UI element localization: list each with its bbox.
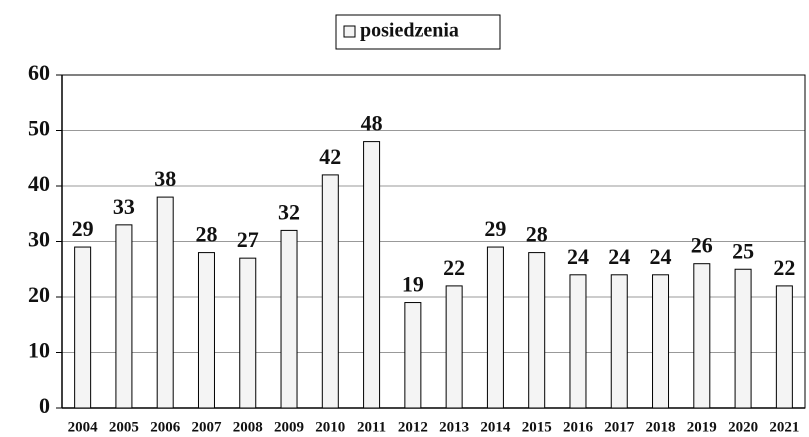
legend-box [335, 14, 501, 50]
y-tick-label: 0 [39, 393, 50, 418]
bar [693, 263, 711, 409]
x-tick-label: 2016 [563, 419, 594, 435]
plot-border [61, 74, 806, 409]
x-tick-label: 2010 [315, 419, 345, 435]
data-label: 29 [484, 216, 506, 241]
legend-swatch [343, 25, 356, 38]
bar [652, 274, 670, 409]
data-label: 27 [237, 227, 259, 252]
data-label: 29 [72, 216, 94, 241]
bar [156, 196, 174, 409]
x-tick-label: 2006 [150, 419, 181, 435]
x-tick-label: 2018 [646, 419, 676, 435]
data-label: 28 [526, 222, 548, 247]
x-tick-label: 2019 [687, 419, 717, 435]
x-tick-label: 2004 [68, 419, 99, 435]
data-label: 32 [278, 199, 300, 224]
data-label: 42 [319, 144, 341, 169]
x-tick-label: 2012 [398, 419, 428, 435]
data-label: 24 [567, 244, 589, 269]
y-tick-label: 40 [28, 171, 50, 196]
bar [610, 274, 628, 409]
bar [239, 257, 257, 409]
x-tick-label: 2007 [191, 419, 222, 435]
x-tick-label: 2021 [769, 419, 799, 435]
data-label: 22 [773, 255, 795, 280]
y-tick-label: 60 [28, 60, 50, 85]
x-tick-label: 2013 [439, 419, 469, 435]
data-label: 33 [113, 194, 135, 219]
data-label: 24 [650, 244, 672, 269]
y-tick-label: 50 [28, 116, 50, 141]
data-label: 38 [154, 166, 176, 191]
x-tick-label: 2011 [357, 419, 386, 435]
data-label: 48 [361, 111, 383, 136]
y-tick-label: 10 [28, 338, 50, 363]
data-label: 26 [691, 233, 713, 258]
x-tick-label: 2017 [604, 419, 635, 435]
bar [528, 252, 546, 409]
data-label: 24 [608, 244, 630, 269]
bar [445, 285, 463, 409]
bar [363, 141, 381, 409]
x-tick-label: 2008 [233, 419, 263, 435]
data-label: 28 [195, 222, 217, 247]
y-tick-label: 30 [28, 227, 50, 252]
data-label: 19 [402, 272, 424, 297]
bar [569, 274, 587, 409]
bar [734, 268, 752, 409]
x-tick-label: 2009 [274, 419, 304, 435]
bar [280, 229, 298, 409]
x-tick-label: 2014 [480, 419, 511, 435]
bar [115, 224, 133, 409]
bar [404, 302, 422, 409]
bar [321, 174, 339, 409]
bar [197, 252, 215, 409]
legend-label: posiedzenia [360, 20, 459, 42]
y-tick-label: 20 [28, 282, 50, 307]
bar [486, 246, 504, 409]
bar [74, 246, 92, 409]
bar [775, 285, 793, 409]
x-tick-label: 2015 [522, 419, 552, 435]
x-tick-label: 2020 [728, 419, 758, 435]
data-label: 22 [443, 255, 465, 280]
x-tick-label: 2005 [109, 419, 139, 435]
data-label: 25 [732, 238, 754, 263]
